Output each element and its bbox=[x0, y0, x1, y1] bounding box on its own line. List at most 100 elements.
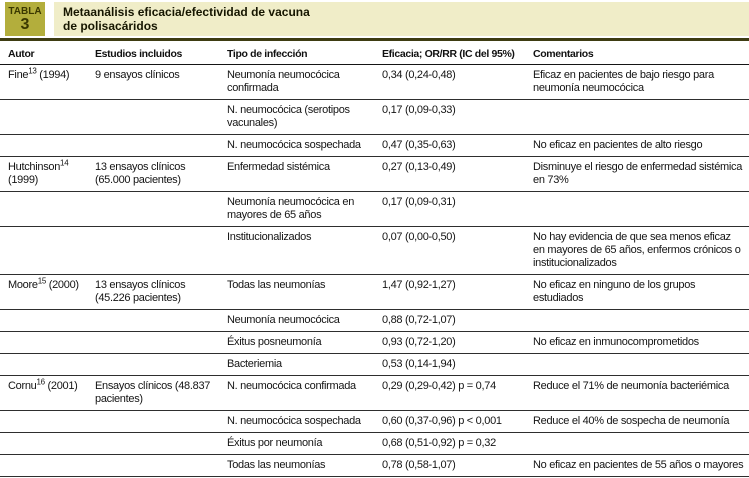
badge-number: 3 bbox=[20, 16, 30, 33]
col-header-tipo-infeccion: Tipo de infección bbox=[227, 42, 382, 65]
table-body: Fine13 (1994) 9 ensayos clínicos Neumoní… bbox=[0, 64, 749, 477]
author-name: Moore bbox=[8, 279, 38, 291]
comments-cell: Reduce el 71% de neumonía bacteriémica bbox=[533, 375, 749, 411]
infection-cell: Bacteriemia bbox=[227, 353, 382, 376]
table-number-badge: TABLA 3 bbox=[5, 2, 45, 36]
table-row: N. neumocócica (serotipos vacunales) 0,1… bbox=[0, 99, 749, 135]
studies-cell: 9 ensayos clínicos bbox=[95, 64, 227, 100]
efficacy-cell: 0,68 (0,51-0,92) p = 0,32 bbox=[382, 432, 533, 455]
author-cell: Fine13 (1994) bbox=[0, 64, 95, 100]
efficacy-cell: 0,93 (0,72-1,20) bbox=[382, 331, 533, 354]
title-rule bbox=[0, 38, 749, 41]
badge-kicker: TABLA bbox=[8, 6, 42, 17]
efficacy-cell: 0,17 (0,09-0,33) bbox=[382, 99, 533, 135]
table-title: Metaanálisis eficacia/efectividad de vac… bbox=[54, 2, 749, 36]
author-year: (2000) bbox=[46, 279, 79, 291]
table-row: Hutchinson14 (1999) 13 ensayos clínicos … bbox=[0, 156, 749, 192]
comments-cell: No eficaz en pacientes de 55 años o mayo… bbox=[533, 454, 749, 477]
infection-cell: Enfermedad sistémica bbox=[227, 156, 382, 192]
author-cell bbox=[0, 99, 95, 135]
author-cell bbox=[0, 353, 95, 376]
table-row: N. neumocócica sospechada 0,60 (0,37-0,9… bbox=[0, 410, 749, 433]
studies-cell bbox=[95, 134, 227, 157]
author-cell bbox=[0, 432, 95, 455]
infection-cell: Neumonía neumocócica en mayores de 65 añ… bbox=[227, 191, 382, 227]
author-cell: Hutchinson14 (1999) bbox=[0, 156, 95, 192]
efficacy-cell: 0,17 (0,09-0,31) bbox=[382, 191, 533, 227]
efficacy-cell: 0,60 (0,37-0,96) p < 0,001 bbox=[382, 410, 533, 433]
table-masthead: TABLA 3 Metaanálisis eficacia/efectivida… bbox=[0, 2, 749, 36]
efficacy-cell: 0,07 (0,00-0,50) bbox=[382, 226, 533, 275]
infection-cell: Neumonía neumocócica confirmada bbox=[227, 64, 382, 100]
table-title-line2: de polisacáridos bbox=[63, 19, 158, 33]
studies-cell: 13 ensayos clínicos (65.000 pacientes) bbox=[95, 156, 227, 192]
comments-cell: No eficaz en inmunocomprometidos bbox=[533, 331, 749, 354]
infection-cell: Neumonía neumocócica bbox=[227, 309, 382, 332]
studies-cell bbox=[95, 432, 227, 455]
header-row: Autor Estudios incluidos Tipo de infecci… bbox=[0, 42, 749, 65]
table-row: Institucionalizados 0,07 (0,00-0,50) No … bbox=[0, 226, 749, 275]
author-cell bbox=[0, 191, 95, 227]
table-row: Éxitus por neumonía 0,68 (0,51-0,92) p =… bbox=[0, 432, 749, 455]
table-row: Neumonía neumocócica en mayores de 65 añ… bbox=[0, 191, 749, 227]
studies-cell bbox=[95, 191, 227, 227]
infection-cell: N. neumocócica (serotipos vacunales) bbox=[227, 99, 382, 135]
author-name: Cornu bbox=[8, 380, 37, 392]
comments-cell: Reduce el 40% de sospecha de neumonía bbox=[533, 410, 749, 433]
studies-cell bbox=[95, 99, 227, 135]
comments-cell bbox=[533, 99, 749, 135]
table-header: Autor Estudios incluidos Tipo de infecci… bbox=[0, 42, 749, 65]
author-ref: 14 bbox=[60, 158, 69, 168]
author-cell bbox=[0, 226, 95, 275]
comments-cell bbox=[533, 309, 749, 332]
infection-cell: Éxitus posneumonía bbox=[227, 331, 382, 354]
author-year: (1994) bbox=[36, 69, 70, 81]
studies-cell bbox=[95, 226, 227, 275]
author-cell bbox=[0, 134, 95, 157]
studies-cell: Ensayos clínicos (48.837 pacientes) bbox=[95, 375, 227, 411]
author-ref: 15 bbox=[37, 276, 47, 286]
table-row: Cornu16 (2001) Ensayos clínicos (48.837 … bbox=[0, 375, 749, 411]
table-row: Neumonía neumocócica 0,88 (0,72-1,07) bbox=[0, 309, 749, 332]
studies-cell bbox=[95, 331, 227, 354]
author-name: Fine bbox=[8, 69, 29, 81]
infection-cell: Éxitus por neumonía bbox=[227, 432, 382, 455]
comments-cell bbox=[533, 432, 749, 455]
infection-cell: Todas las neumonías bbox=[227, 454, 382, 477]
infection-cell: N. neumocócica confirmada bbox=[227, 375, 382, 411]
comments-cell: No hay evidencia de que sea menos eficaz… bbox=[533, 226, 749, 275]
infection-cell: N. neumocócica sospechada bbox=[227, 134, 382, 157]
author-cell: Cornu16 (2001) bbox=[0, 375, 95, 411]
efficacy-cell: 0,34 (0,24-0,48) bbox=[382, 64, 533, 100]
infection-cell: N. neumocócica sospechada bbox=[227, 410, 382, 433]
col-header-autor: Autor bbox=[0, 42, 95, 65]
efficacy-cell: 0,29 (0,29-0,42) p = 0,74 bbox=[382, 375, 533, 411]
studies-cell bbox=[95, 353, 227, 376]
col-header-comentarios: Comentarios bbox=[533, 42, 749, 65]
author-ref: 16 bbox=[36, 377, 45, 387]
meta-analysis-table: Autor Estudios incluidos Tipo de infecci… bbox=[0, 42, 749, 477]
comments-cell bbox=[533, 191, 749, 227]
efficacy-cell: 0,27 (0,13-0,49) bbox=[382, 156, 533, 192]
studies-cell bbox=[95, 410, 227, 433]
table-row: Bacteriemia 0,53 (0,14-1,94) bbox=[0, 353, 749, 376]
studies-cell: 13 ensayos clínicos (45.226 pacientes) bbox=[95, 274, 227, 310]
table-row: N. neumocócica sospechada 0,47 (0,35-0,6… bbox=[0, 134, 749, 157]
table-row: Éxitus posneumonía 0,93 (0,72-1,20) No e… bbox=[0, 331, 749, 354]
comments-cell: No eficaz en pacientes de alto riesgo bbox=[533, 134, 749, 157]
table-title-line1: Metaanálisis eficacia/efectividad de vac… bbox=[63, 5, 310, 19]
table-row: Fine13 (1994) 9 ensayos clínicos Neumoní… bbox=[0, 64, 749, 100]
author-ref: 13 bbox=[28, 66, 37, 76]
author-cell bbox=[0, 309, 95, 332]
studies-cell bbox=[95, 454, 227, 477]
comments-cell: No eficaz en ninguno de los grupos estud… bbox=[533, 274, 749, 310]
efficacy-cell: 0,47 (0,35-0,63) bbox=[382, 134, 533, 157]
efficacy-cell: 0,78 (0,58-1,07) bbox=[382, 454, 533, 477]
infection-cell: Todas las neumonías bbox=[227, 274, 382, 310]
efficacy-cell: 0,88 (0,72-1,07) bbox=[382, 309, 533, 332]
col-header-estudios: Estudios incluidos bbox=[95, 42, 227, 65]
comments-cell bbox=[533, 353, 749, 376]
studies-cell bbox=[95, 309, 227, 332]
author-cell bbox=[0, 331, 95, 354]
